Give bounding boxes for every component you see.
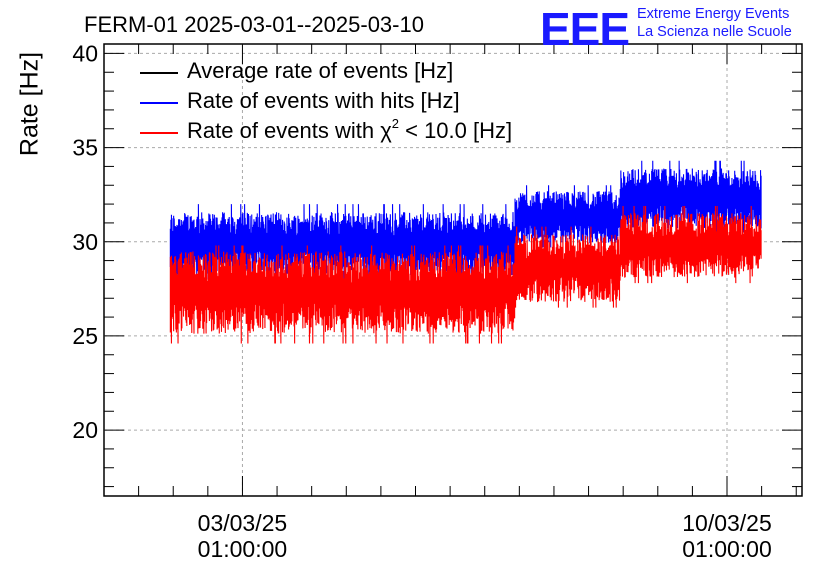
logo-line-2: La Scienza nelle Scuole	[637, 24, 792, 40]
series-line-1	[619, 160, 762, 233]
x-tick-label-date: 03/03/25	[198, 510, 288, 536]
series-line-2	[514, 226, 621, 308]
legend-swatch-hits	[140, 102, 178, 104]
legend-label-chi2: Rate of events with χ2 < 10.0 [Hz]	[187, 116, 513, 143]
y-axis-label: Rate [Hz]	[15, 51, 44, 157]
y-tick-label: 40	[72, 40, 98, 66]
legend-label-average: Average rate of events [Hz]	[187, 58, 454, 83]
x-tick-label-time: 01:00:00	[682, 536, 772, 562]
x-tick-label-date: 10/03/25	[682, 510, 772, 536]
y-tick-label: 30	[72, 229, 98, 255]
x-tick-label-time: 01:00:00	[198, 536, 288, 562]
chart-title: FERM-01 2025-03-01--2025-03-10	[84, 12, 424, 37]
plot-frame	[103, 43, 803, 497]
logo-mark: EEE	[540, 3, 630, 55]
logo-line-1: Extreme Energy Events	[637, 6, 790, 22]
legend-swatch-average	[140, 72, 178, 74]
legend-swatch-chi2	[140, 132, 178, 134]
legend-label-hits: Rate of events with hits [Hz]	[187, 88, 460, 113]
series-line-2	[169, 245, 516, 344]
y-tick-label: 25	[72, 323, 98, 349]
y-tick-label: 20	[72, 417, 98, 443]
y-tick-label: 35	[72, 135, 98, 161]
series-line-2	[619, 205, 762, 284]
series-line-1	[514, 185, 621, 248]
